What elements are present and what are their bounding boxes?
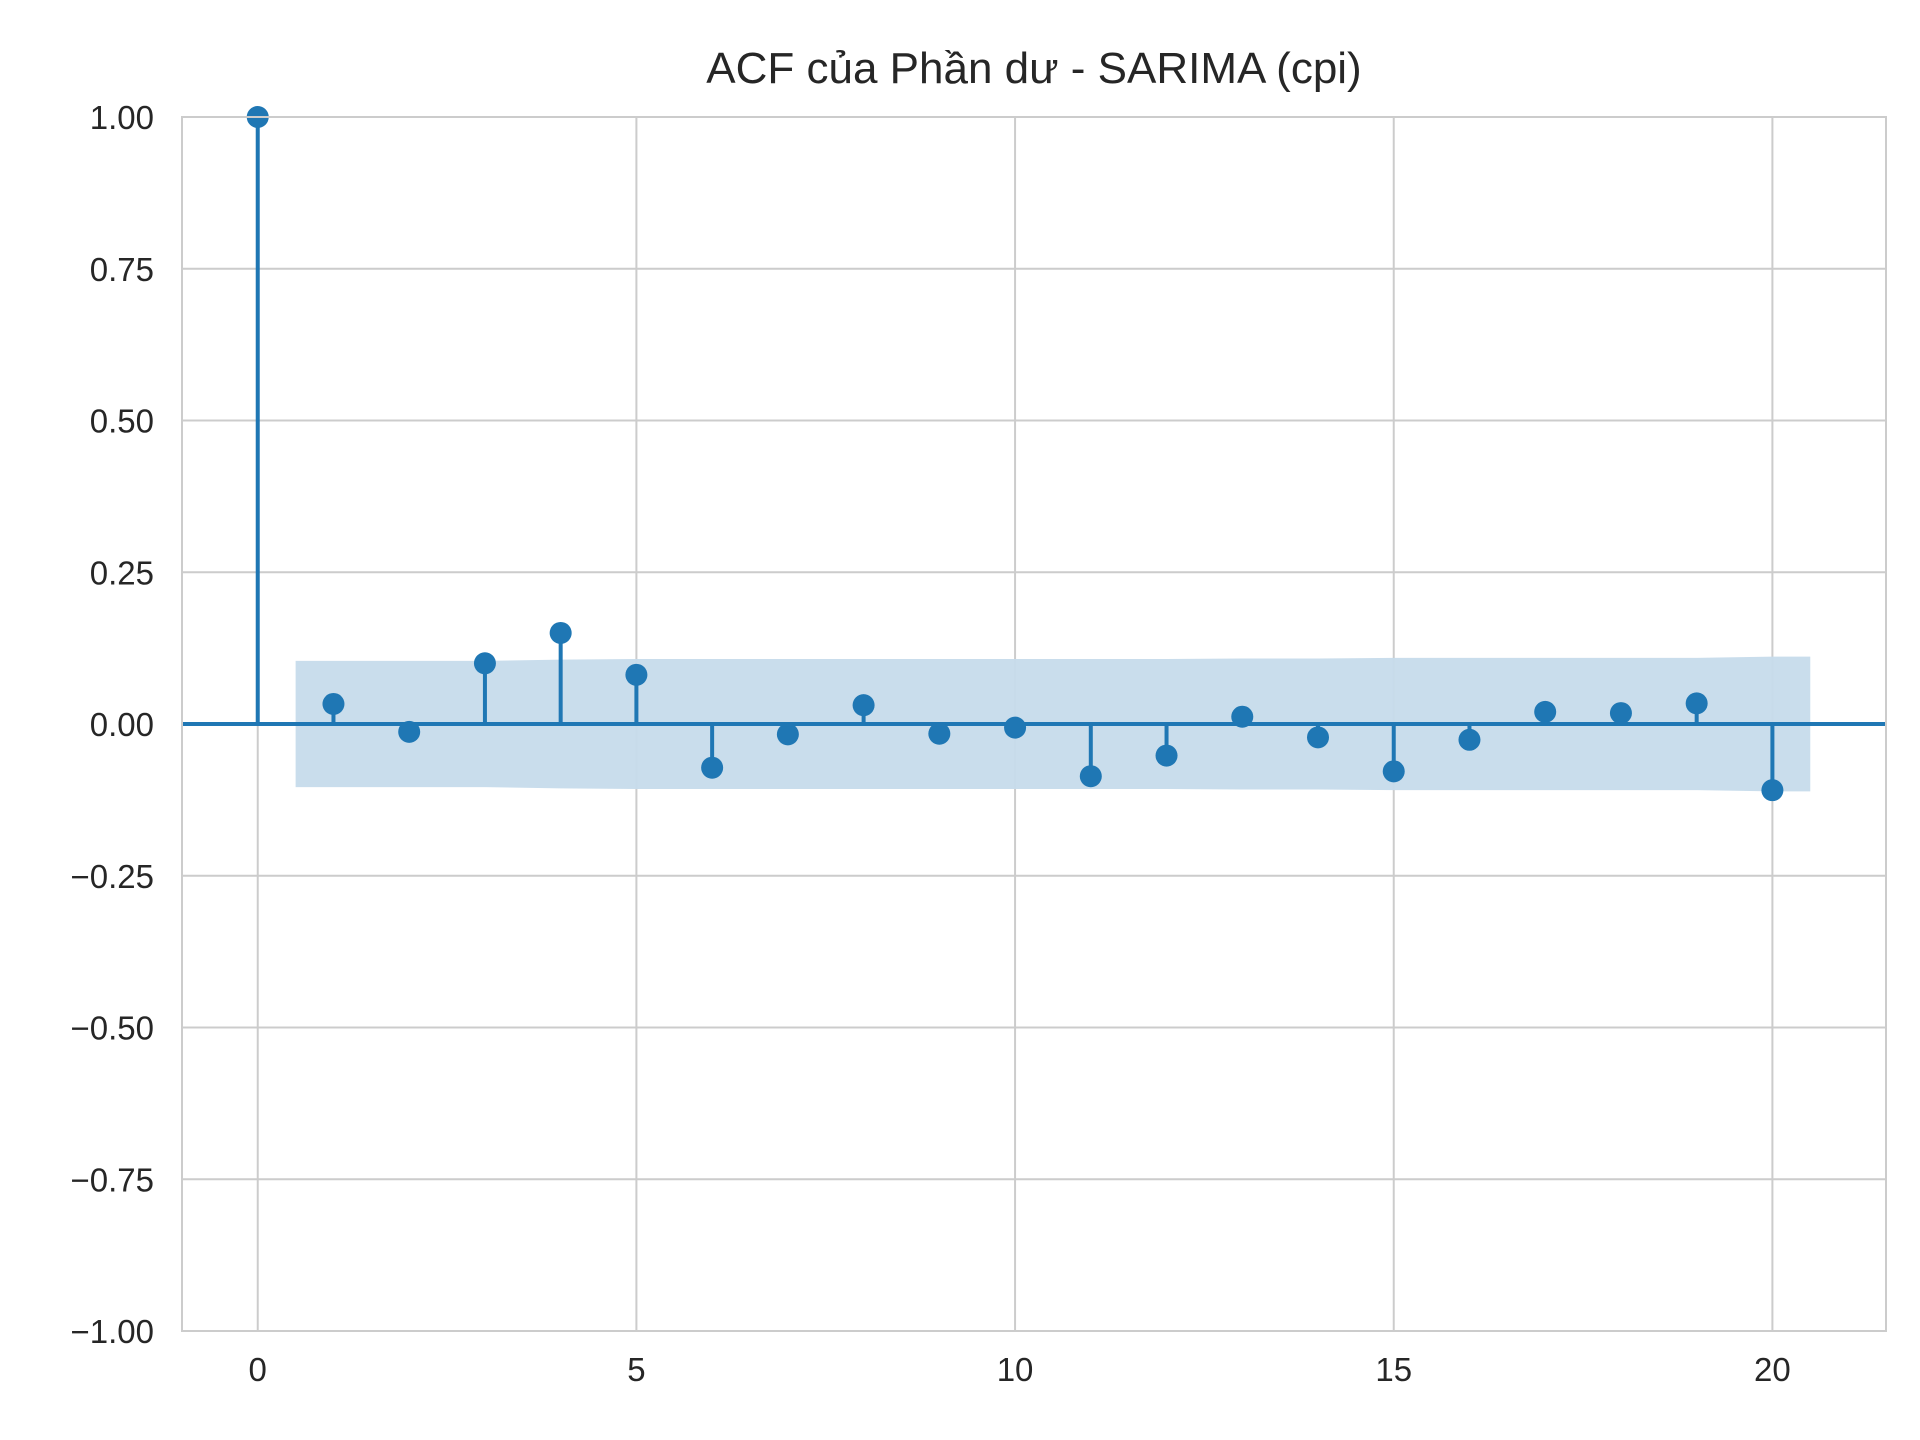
- y-tick-label: 0.75: [90, 251, 154, 288]
- acf-stems: [246, 106, 1784, 802]
- y-tick-label: −0.25: [71, 858, 155, 895]
- acf-point: [473, 652, 496, 675]
- acf-point: [776, 723, 799, 746]
- plot-frame: [181, 116, 1887, 1332]
- x-tick-label: 20: [1754, 1351, 1791, 1388]
- y-tick-label: −0.75: [71, 1161, 155, 1198]
- acf-point: [322, 692, 345, 715]
- acf-point: [1231, 705, 1254, 728]
- acf-point: [1004, 716, 1027, 739]
- x-axis-ticks: 0 5 10 15 20: [249, 1351, 1791, 1388]
- x-tick-label: 0: [249, 1351, 267, 1388]
- x-tick-label: 5: [627, 1351, 645, 1388]
- acf-point: [1155, 744, 1178, 767]
- acf-point: [1761, 779, 1784, 802]
- y-tick-label: 0.50: [90, 403, 154, 440]
- y-tick-label: 0.25: [90, 554, 154, 591]
- acf-point: [1307, 726, 1329, 749]
- y-tick-label: 0.00: [90, 706, 154, 743]
- acf-point: [1534, 700, 1557, 723]
- y-tick-label: −0.50: [71, 1010, 155, 1047]
- acf-point: [1609, 702, 1632, 725]
- acf-point: [1382, 760, 1405, 783]
- acf-point: [625, 663, 648, 686]
- chart-title: ACF của Phần dư - SARIMA (cpi): [706, 44, 1362, 93]
- acf-point: [1458, 728, 1481, 751]
- x-tick-label: 10: [997, 1351, 1034, 1388]
- acf-point: [852, 694, 875, 717]
- y-tick-label: 1.00: [90, 99, 154, 136]
- acf-point: [928, 722, 951, 745]
- axes-frame: [181, 116, 1887, 1332]
- y-tick-label: −1.00: [71, 1313, 155, 1350]
- y-axis-ticks: −1.00 −0.75 −0.50 −0.25 0.00 0.25 0.50 0.75 1.00: [71, 99, 155, 1350]
- acf-point: [1685, 692, 1708, 715]
- x-tick-label: 15: [1375, 1351, 1412, 1388]
- acf-point: [549, 621, 572, 644]
- acf-point: [701, 756, 724, 779]
- acf-point: [398, 720, 421, 743]
- acf-point: [1079, 765, 1102, 788]
